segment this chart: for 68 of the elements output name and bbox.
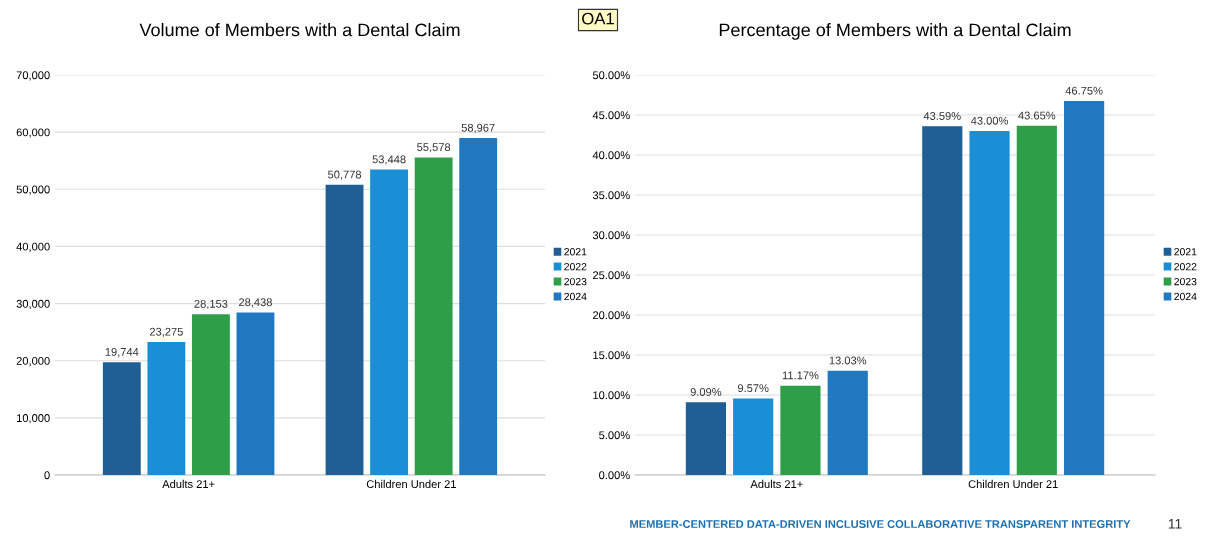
bar bbox=[1064, 101, 1105, 475]
bar bbox=[827, 370, 868, 475]
y-tick-label: 40,000 bbox=[16, 242, 50, 252]
text: OA1 bbox=[582, 12, 614, 25]
bar bbox=[414, 157, 453, 475]
y-tick-label: 45.00% bbox=[592, 111, 630, 120]
data-label: 55,578 bbox=[417, 143, 451, 153]
bar bbox=[733, 398, 774, 475]
bar bbox=[685, 402, 726, 475]
data-label: 50,778 bbox=[328, 170, 362, 180]
legend-label: 2024 bbox=[1174, 292, 1197, 301]
data-label: 23,275 bbox=[149, 327, 183, 337]
bar bbox=[236, 312, 275, 475]
y-tick-label: 70,000 bbox=[16, 71, 50, 81]
data-label: 53,448 bbox=[372, 155, 406, 165]
bar bbox=[459, 138, 498, 475]
data-label: 19,744 bbox=[105, 347, 139, 358]
y-tick-label: 35.00% bbox=[592, 191, 630, 200]
data-label: 11.17% bbox=[782, 371, 819, 380]
data-label: 13.03% bbox=[829, 356, 867, 365]
y-tick-label: 15.00% bbox=[593, 351, 630, 360]
y-tick-label: 50.00% bbox=[592, 71, 630, 80]
x-tick-label: Children Under 21 bbox=[366, 479, 456, 489]
text: MEMBER-CENTERED DATA-DRIVEN INCLUSIVE COLLABORATIVE TRANSPARENT INTEGRITY bbox=[630, 520, 1131, 528]
bar bbox=[1016, 125, 1057, 475]
chart-title: Percentage of Members with a Dental Claim bbox=[719, 23, 1071, 40]
bar bbox=[325, 184, 364, 475]
y-tick-label: 0.00% bbox=[599, 471, 630, 480]
bar bbox=[780, 385, 821, 475]
y-tick-label: 0 bbox=[44, 471, 50, 480]
legend-label: 2022 bbox=[1174, 262, 1197, 271]
data-label: 28,153 bbox=[194, 299, 228, 310]
bar bbox=[191, 314, 230, 475]
data-label: 46.75% bbox=[1065, 86, 1103, 95]
bar bbox=[147, 342, 186, 475]
legend-label: 2022 bbox=[564, 262, 587, 271]
data-label: 58,967 bbox=[461, 123, 495, 133]
y-tick-label: 5.00% bbox=[599, 431, 630, 440]
y-tick-label: 30.00% bbox=[592, 231, 630, 240]
bar bbox=[370, 169, 409, 475]
legend-label: 2021 bbox=[564, 248, 587, 256]
data-label: 9.09% bbox=[690, 388, 722, 396]
y-tick-label: 60,000 bbox=[16, 128, 50, 138]
legend-label: 2023 bbox=[564, 277, 587, 286]
y-tick-label: 30,000 bbox=[16, 299, 50, 310]
x-tick-label: Adults 21+ bbox=[750, 479, 803, 489]
data-label: 43.65% bbox=[1018, 111, 1056, 120]
chart-title: Volume of Members with a Dental Claim bbox=[139, 23, 460, 37]
y-tick-label: 50,000 bbox=[16, 185, 50, 195]
legend-label: 2023 bbox=[1174, 277, 1197, 286]
y-tick-label: 40.00% bbox=[592, 151, 630, 160]
y-tick-label: 20,000 bbox=[16, 356, 50, 367]
y-tick-label: 25.00% bbox=[593, 271, 630, 280]
x-tick-label: Children Under 21 bbox=[968, 479, 1058, 489]
legend-label: 2021 bbox=[1174, 248, 1197, 256]
data-label: 43.00% bbox=[970, 116, 1008, 125]
x-tick-label: Adults 21+ bbox=[162, 479, 215, 489]
y-tick-label: 10.00% bbox=[593, 391, 630, 400]
legend-label: 2024 bbox=[564, 292, 587, 301]
bar bbox=[102, 362, 141, 475]
data-label: 28,438 bbox=[239, 298, 272, 308]
y-tick-label: 10,000 bbox=[17, 414, 50, 424]
data-label: 9.57% bbox=[737, 384, 769, 393]
bar bbox=[969, 131, 1010, 475]
data-label: 43.59% bbox=[923, 112, 961, 120]
bar bbox=[922, 126, 963, 475]
text: 11 bbox=[1168, 519, 1182, 529]
y-tick-label: 20.00% bbox=[593, 311, 630, 320]
